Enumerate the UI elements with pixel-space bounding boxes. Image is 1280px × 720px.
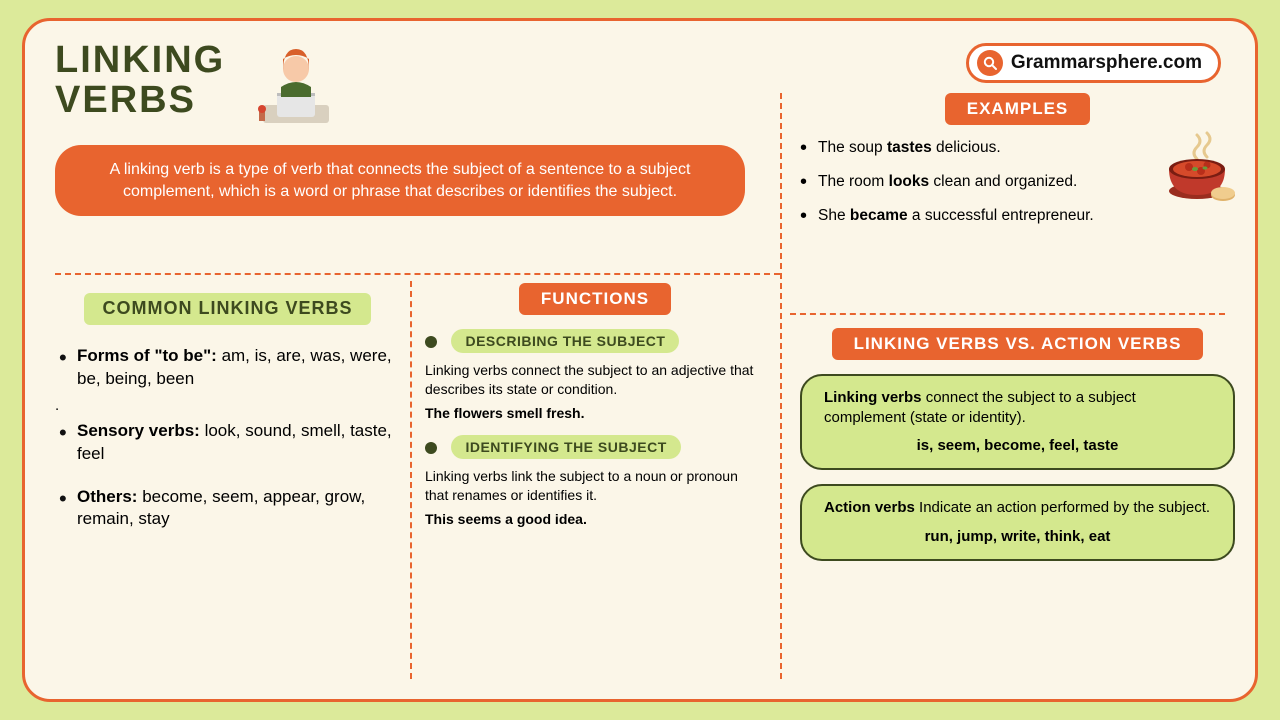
heading-vs: LINKING VERBS VS. ACTION VERBS <box>832 328 1204 360</box>
divider <box>790 313 1225 315</box>
page-title: LINKING VERBS <box>55 41 225 121</box>
heading-examples: EXAMPLES <box>945 93 1091 125</box>
person-illustration <box>253 41 339 131</box>
list-item: Others: become, seem, appear, grow, rema… <box>55 486 400 532</box>
bullet-icon <box>425 336 437 348</box>
divider <box>55 273 780 275</box>
list-item: She became a successful entrepreneur. <box>800 207 1235 225</box>
vs-egs: is, seem, become, feel, taste <box>824 436 1211 456</box>
list-item: Forms of "to be": am, is, are, was, were… <box>55 345 400 391</box>
divider <box>780 93 782 679</box>
common-list-2: Sensory verbs: look, sound, smell, taste… <box>55 420 400 532</box>
badge-text: Grammarsphere.com <box>1011 52 1202 74</box>
bullet-icon <box>425 442 437 454</box>
stray-dot: . <box>55 397 400 414</box>
function-block: DESCRIBING THE SUBJECT Linking verbs con… <box>425 329 765 421</box>
section-vs: LINKING VERBS VS. ACTION VERBS Linking v… <box>800 328 1235 561</box>
function-block: IDENTIFYING THE SUBJECT Linking verbs li… <box>425 435 765 527</box>
title-line-2: VERBS <box>55 79 196 121</box>
vs-box-action: Action verbs Indicate an action performe… <box>800 484 1235 561</box>
section-examples: EXAMPLES The soup tastes delicious. The … <box>800 93 1235 241</box>
function-text: Linking verbs connect the subject to an … <box>425 361 765 399</box>
site-badge[interactable]: Grammarsphere.com <box>966 43 1221 83</box>
heading-functions: FUNCTIONS <box>519 283 671 315</box>
vs-box-linking: Linking verbs connect the subject to a s… <box>800 374 1235 471</box>
vs-egs: run, jump, write, think, eat <box>824 527 1211 547</box>
function-pill: IDENTIFYING THE SUBJECT <box>451 435 680 459</box>
section-common: COMMON LINKING VERBS Forms of "to be": a… <box>55 293 400 551</box>
title-line-1: LINKING <box>55 39 225 81</box>
card: LINKING VERBS Grammarsphere.com A linkin… <box>22 18 1258 702</box>
function-text: Linking verbs link the subject to a noun… <box>425 467 765 505</box>
function-example: The flowers smell fresh. <box>425 405 765 421</box>
heading-common: COMMON LINKING VERBS <box>84 293 370 325</box>
search-icon <box>977 50 1003 76</box>
list-item: Sensory verbs: look, sound, smell, taste… <box>55 420 400 466</box>
section-functions: FUNCTIONS DESCRIBING THE SUBJECT Linking… <box>425 283 765 527</box>
common-list: Forms of "to be": am, is, are, was, were… <box>55 345 400 391</box>
grid: COMMON LINKING VERBS Forms of "to be": a… <box>55 133 1225 679</box>
function-example: This seems a good idea. <box>425 511 765 527</box>
soup-illustration <box>1161 129 1239 207</box>
divider <box>410 281 412 679</box>
function-pill: DESCRIBING THE SUBJECT <box>451 329 679 353</box>
